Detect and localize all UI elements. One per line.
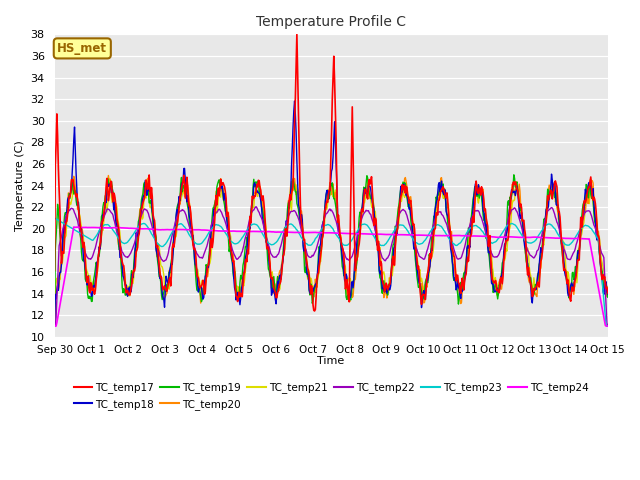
TC_temp21 (175, 212, 182, 217)
TC_temp19 (61, 213, 68, 219)
Line: TC_temp19: TC_temp19 (54, 175, 608, 326)
TC_temp24 (61, 276, 68, 282)
TC_temp17 (604, 290, 612, 296)
TC_temp21 (106, 176, 114, 181)
TC_temp23 (604, 323, 612, 329)
TC_temp20 (51, 323, 58, 329)
TC_temp19 (51, 323, 58, 329)
TC_temp22 (604, 323, 612, 329)
TC_temp18 (203, 265, 211, 271)
TC_temp23 (61, 221, 68, 227)
TC_temp24 (118, 225, 126, 231)
TC_temp23 (51, 215, 58, 221)
TC_temp23 (174, 222, 182, 228)
TC_temp17 (51, 267, 58, 273)
TC_temp24 (399, 232, 407, 238)
TC_temp18 (61, 230, 68, 236)
TC_temp23 (603, 323, 611, 329)
TC_temp18 (415, 280, 423, 286)
TC_temp22 (415, 253, 423, 259)
TC_temp19 (203, 264, 211, 270)
TC_temp20 (604, 289, 612, 295)
TC_temp24 (415, 232, 423, 238)
TC_temp21 (399, 188, 407, 193)
TC_temp17 (203, 271, 211, 276)
TC_temp19 (415, 285, 422, 290)
Line: TC_temp21: TC_temp21 (54, 179, 608, 326)
TC_temp21 (51, 323, 58, 329)
TC_temp22 (203, 243, 211, 249)
TC_temp17 (118, 256, 125, 262)
Y-axis label: Temperature (C): Temperature (C) (15, 140, 25, 231)
TC_temp23 (415, 241, 422, 247)
TC_temp19 (174, 202, 182, 208)
TC_temp17 (416, 284, 424, 290)
TC_temp17 (174, 218, 182, 224)
TC_temp18 (604, 291, 612, 297)
TC_temp23 (203, 233, 211, 239)
TC_temp20 (204, 274, 211, 279)
TC_temp18 (291, 98, 298, 104)
TC_temp17 (400, 183, 408, 189)
TC_temp18 (174, 212, 182, 218)
TC_temp19 (399, 183, 406, 189)
TC_temp21 (604, 285, 612, 291)
TC_temp21 (204, 264, 211, 270)
TC_temp20 (399, 188, 407, 193)
TC_temp24 (70, 224, 77, 230)
TC_temp24 (604, 323, 612, 329)
TC_temp23 (118, 239, 125, 245)
Line: TC_temp20: TC_temp20 (54, 176, 608, 326)
TC_temp17 (61, 236, 68, 242)
TC_temp20 (415, 279, 423, 285)
Line: TC_temp24: TC_temp24 (54, 227, 608, 326)
Text: HS_met: HS_met (58, 42, 108, 55)
TC_temp18 (399, 184, 407, 190)
Title: Temperature Profile C: Temperature Profile C (256, 15, 406, 29)
TC_temp24 (204, 228, 211, 233)
TC_temp22 (399, 206, 407, 212)
TC_temp20 (175, 201, 182, 207)
TC_temp24 (175, 227, 182, 232)
TC_temp17 (311, 308, 319, 314)
Line: TC_temp22: TC_temp22 (54, 207, 608, 326)
TC_temp19 (604, 294, 612, 300)
TC_temp21 (415, 269, 423, 275)
TC_temp20 (118, 267, 126, 273)
TC_temp22 (252, 204, 260, 210)
TC_temp17 (293, 32, 301, 37)
TC_temp19 (118, 267, 125, 273)
Line: TC_temp17: TC_temp17 (54, 35, 608, 311)
TC_temp19 (510, 172, 518, 178)
X-axis label: Time: Time (317, 356, 345, 366)
Line: TC_temp23: TC_temp23 (54, 218, 608, 326)
TC_temp20 (104, 173, 112, 179)
TC_temp21 (61, 236, 68, 241)
TC_temp20 (61, 227, 68, 233)
TC_temp18 (118, 252, 125, 257)
TC_temp23 (399, 222, 406, 228)
TC_temp22 (51, 323, 58, 329)
TC_temp21 (118, 260, 126, 265)
Line: TC_temp18: TC_temp18 (54, 101, 608, 326)
TC_temp24 (51, 323, 58, 329)
TC_temp18 (51, 323, 58, 329)
Legend: TC_temp17, TC_temp18, TC_temp19, TC_temp20, TC_temp21, TC_temp22, TC_temp23, TC_: TC_temp17, TC_temp18, TC_temp19, TC_temp… (70, 378, 593, 414)
TC_temp22 (118, 247, 125, 252)
TC_temp22 (174, 212, 182, 218)
TC_temp22 (61, 220, 68, 226)
